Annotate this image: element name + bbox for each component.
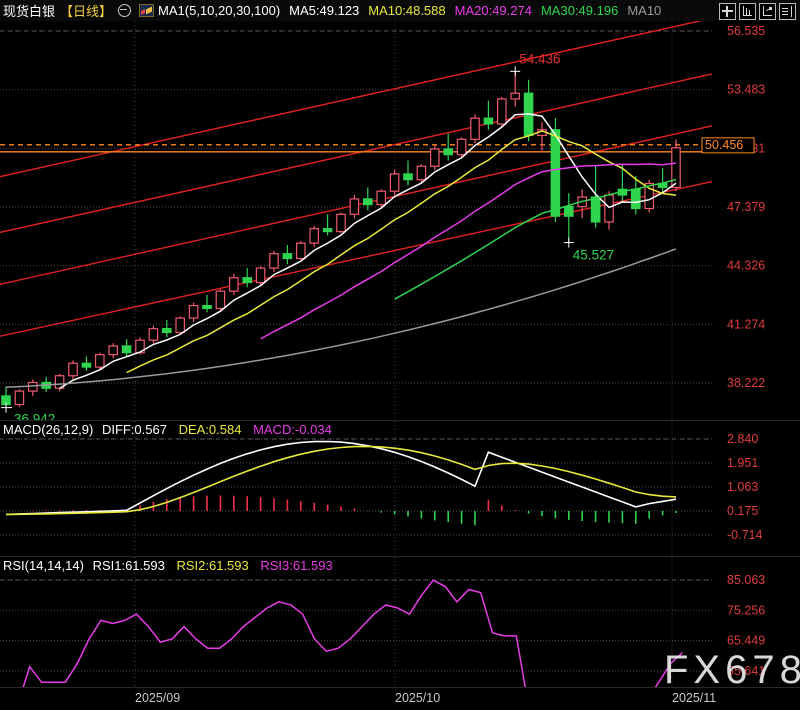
svg-text:75.256: 75.256 <box>727 603 765 617</box>
date-label: 2025/09 <box>135 691 181 705</box>
period-label[interactable]: 【日线】 <box>60 4 113 19</box>
ma20-value: MA20:49.274 <box>454 3 532 18</box>
symbol-label: 现货白银 <box>3 4 56 19</box>
svg-text:53.483: 53.483 <box>727 83 765 97</box>
rsi-header: RSI(14,14,14) RSI1:61.593 RSI2:61.593 RS… <box>3 558 333 573</box>
ma-config-label[interactable]: MA1(5,10,20,30,100) <box>158 3 281 18</box>
svg-text:0.175: 0.175 <box>727 504 758 518</box>
ma100-value: MA10 <box>627 3 662 18</box>
macd-diff-value: DIFF:0.567 <box>101 422 167 437</box>
svg-text:55.641: 55.641 <box>727 664 765 678</box>
macd-panel[interactable]: 2.840 1.951 1.063 0.175 -0.714 MACD(26,12,9)… <box>0 421 800 556</box>
date-label: 2025/10 <box>395 691 441 705</box>
macd-title[interactable]: MACD(26,12,9) <box>3 422 94 437</box>
price-panel[interactable]: 54.43645.52736.94256.53553.48350.43147.3… <box>0 21 800 420</box>
svg-text:50.456: 50.456 <box>705 138 743 152</box>
svg-text:56.535: 56.535 <box>727 24 765 38</box>
svg-text:54.436: 54.436 <box>519 51 560 66</box>
header-tools <box>719 3 796 20</box>
ma30-value: MA30:49.196 <box>540 3 619 18</box>
chart-type-icon[interactable] <box>139 4 155 17</box>
zoom-axis-icon[interactable] <box>759 3 776 20</box>
chart-header: 现货白银 【日线】 MA1(5,10,20,30,100) MA5:49.123… <box>0 0 800 21</box>
svg-text:-0.714: -0.714 <box>727 528 762 542</box>
pan-tool-icon[interactable] <box>719 3 736 20</box>
svg-text:47.379: 47.379 <box>727 200 765 214</box>
panel-divider-2 <box>0 556 800 557</box>
svg-text:85.063: 85.063 <box>727 573 765 587</box>
svg-text:44.326: 44.326 <box>727 259 765 273</box>
jump-latest-icon[interactable] <box>779 3 796 20</box>
rsi-title[interactable]: RSI(14,14,14) <box>3 558 84 573</box>
svg-text:1.951: 1.951 <box>727 456 758 470</box>
rsi-plot[interactable]: 85.063 75.256 65.449 55.641 <box>0 557 800 687</box>
panel-divider-3 <box>0 687 800 688</box>
price-plot[interactable]: 54.43645.52736.94256.53553.48350.43147.3… <box>0 21 800 420</box>
scale-axis-icon[interactable] <box>739 3 756 20</box>
svg-text:41.274: 41.274 <box>727 317 765 331</box>
svg-text:1.063: 1.063 <box>727 480 758 494</box>
panel-divider-1 <box>0 420 800 421</box>
svg-text:65.449: 65.449 <box>727 634 765 648</box>
macd-plot[interactable]: 2.840 1.951 1.063 0.175 -0.714 <box>0 421 800 556</box>
svg-text:36.942: 36.942 <box>14 412 55 420</box>
watermark: FX678 <box>664 648 800 692</box>
macd-dea-value: DEA:0.584 <box>178 422 242 437</box>
rsi1-value: RSI1:61.593 <box>92 558 165 573</box>
ma10-value: MA10:48.588 <box>368 3 446 18</box>
rsi3-value: RSI3:61.593 <box>260 558 333 573</box>
ma5-value: MA5:49.123 <box>289 3 360 18</box>
crosshair-toggle-icon[interactable] <box>118 4 132 17</box>
rsi-panel[interactable]: 85.063 75.256 65.449 55.641 RSI(14,14,14) R… <box>0 557 800 687</box>
date-label: 2025/11 <box>672 691 717 705</box>
svg-text:38.222: 38.222 <box>727 376 765 390</box>
rsi2-value: RSI2:61.593 <box>176 558 249 573</box>
macd-macd-value: MACD:-0.034 <box>253 422 332 437</box>
svg-text:2.840: 2.840 <box>727 432 758 446</box>
macd-header: MACD(26,12,9) DIFF:0.567 DEA:0.584 MACD:… <box>3 422 332 437</box>
svg-text:45.527: 45.527 <box>573 248 614 263</box>
